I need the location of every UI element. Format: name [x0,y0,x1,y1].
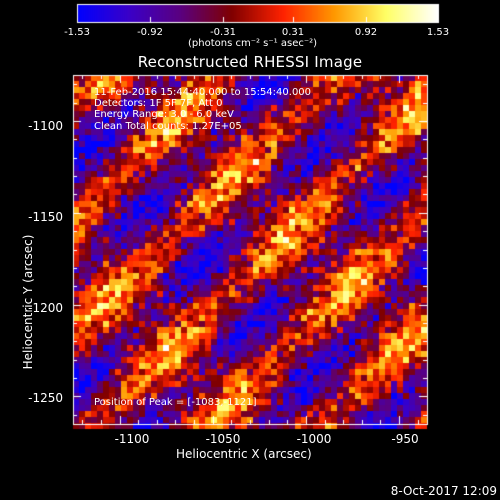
plot-title: Reconstructed RHESSI Image [137,53,363,71]
y-tick-label: -1100 [28,119,63,133]
colorbar-tick-label: -0.92 [137,27,163,38]
colorbar-units-label: (photons cm⁻² s⁻¹ asec⁻²) [188,38,318,49]
y-axis-label: Heliocentric Y (arcsec) [21,234,35,370]
x-tick-label: -1100 [114,432,150,446]
annotation-peak-position: Position of Peak = [-1083,-1121] [94,397,257,408]
y-tick-label: -1150 [28,210,63,224]
annotation-detectors: Detectors: 1F 5F 7F, Att 0 [94,98,223,109]
annotation-method: Clean Total counts: 1.27E+05 [94,121,242,132]
colorbar-tick-label: 0.92 [354,27,378,38]
colorbar-tick-label: -0.31 [210,27,236,38]
colorbar-tick-label: -1.53 [64,27,90,38]
y-tick-label: -1250 [28,391,63,405]
annotation-time-range: 11-Feb-2016 15:44:40.000 to 15:54:40.000 [94,87,312,98]
x-tick-label: -1000 [296,432,332,446]
y-tick-label: -1200 [28,301,63,315]
annotation-energy-range: Energy Range: 3.0 - 6.0 keV [94,109,234,120]
x-tick-label: -950 [391,432,419,446]
timestamp: 8-Oct-2017 12:09 [390,484,497,498]
x-axis-label: Heliocentric X (arcsec) [176,447,312,461]
colorbar-tick-label: 1.53 [426,27,450,38]
colorbar-tick-label: 0.31 [281,27,305,38]
x-tick-label: -1050 [205,432,241,446]
